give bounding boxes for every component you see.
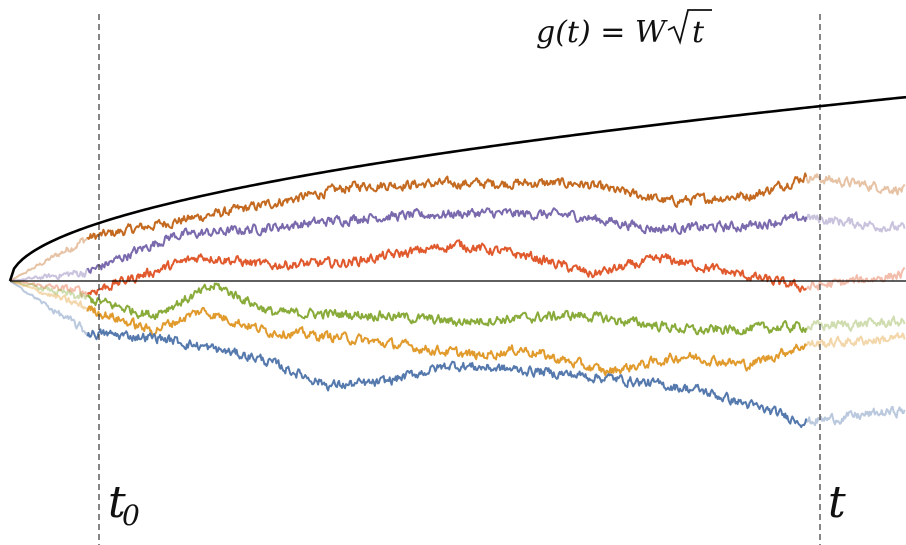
t0-label-subscript: 0 xyxy=(122,499,140,532)
formula-sqrt-arg: t xyxy=(692,15,705,50)
path-2-main xyxy=(86,207,808,274)
path-5-faded-end xyxy=(804,332,906,348)
path-6-faded-end xyxy=(804,405,906,427)
sqrt-symbol xyxy=(667,9,712,45)
boundary-curve-g xyxy=(8,95,906,282)
path-1-main xyxy=(86,172,808,240)
path-3-faded-start xyxy=(9,280,89,298)
path-5-main xyxy=(86,305,807,377)
random-walk-paths xyxy=(9,172,906,429)
path-6-main xyxy=(86,328,808,429)
path-4-faded-end xyxy=(804,315,906,333)
path-2-faded-start xyxy=(9,267,89,282)
path-4-main xyxy=(86,282,808,336)
path-6-faded-start xyxy=(9,280,89,337)
path-3-faded-end xyxy=(804,266,906,291)
path-1-faded-end xyxy=(804,173,906,196)
path-1-faded-start xyxy=(9,236,89,282)
formula-lhs: g(t) = W xyxy=(536,15,668,50)
path-2-faded-end xyxy=(804,213,906,233)
t0-label-main: t xyxy=(108,477,126,528)
formula-label: g(t) = W t xyxy=(536,9,712,50)
path-4-faded-start xyxy=(9,280,88,300)
t0-label: t 0 xyxy=(108,477,140,532)
t-label: t xyxy=(828,477,846,528)
path-5-faded-start xyxy=(9,280,89,312)
path-3-main xyxy=(86,239,807,296)
